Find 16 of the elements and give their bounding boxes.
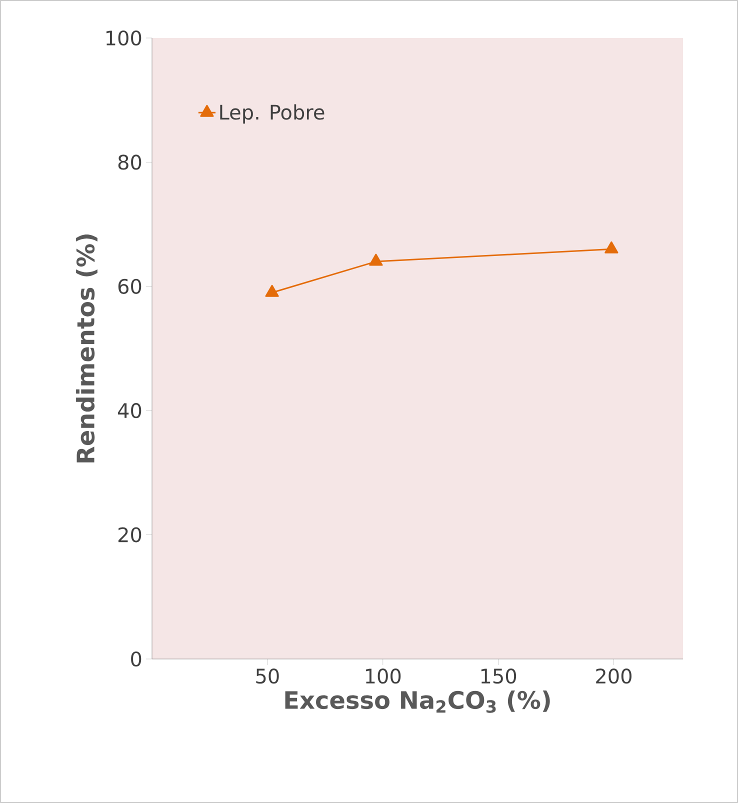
x-tick-label: 200 [596,668,632,684]
y-tick-label: 0 [131,651,142,667]
x-tick-label: 150 [481,668,516,684]
y-tick-label: 80 [118,154,142,170]
y-tick-label: 20 [118,527,142,542]
legend-label: Lep. Pobre [220,104,324,124]
x-tick-label: 100 [366,668,401,684]
point [604,241,618,254]
x-axis-title: Excesso Na$_{2}$CO$_{3}$ (%) [285,690,550,713]
x-tick-label: 50 [256,668,279,684]
point [369,254,383,266]
y-tick-label: 100 [106,30,142,46]
y-tick-label: 40 [118,403,142,418]
point [265,284,279,297]
y-tick-label: 60 [118,278,142,294]
y-axis-title: Rendimentos (%) [76,234,98,462]
